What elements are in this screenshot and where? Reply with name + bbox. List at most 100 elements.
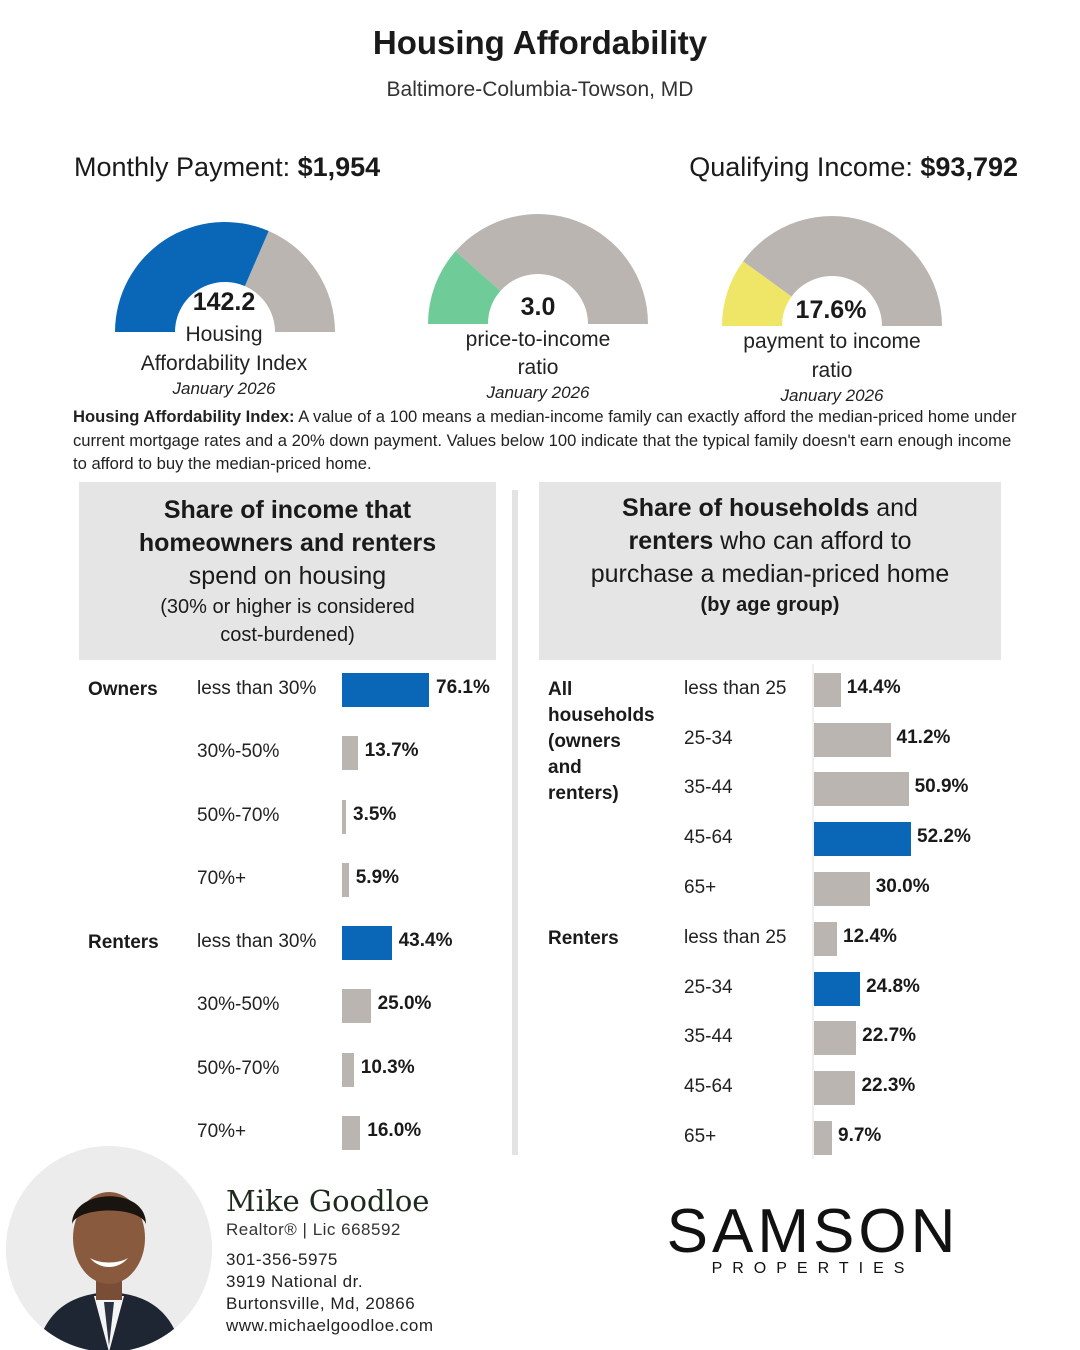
affordability-index-gauge <box>115 222 335 332</box>
group-label: renters) <box>548 783 619 804</box>
data-label: 24.8% <box>866 975 920 997</box>
price-to-income-label-2: ratio <box>517 356 559 379</box>
category-label: less than 30% <box>197 678 317 699</box>
category-label: 25-34 <box>684 976 733 998</box>
gauge-fill <box>428 251 501 324</box>
agent-name: Mike Goodloe <box>226 1184 430 1218</box>
data-label: 16.0% <box>367 1119 422 1141</box>
agent-address-line-1: 3919 National dr. <box>226 1272 364 1291</box>
bar <box>342 673 429 707</box>
bar <box>814 971 861 1006</box>
group-label: Owners <box>88 679 158 700</box>
affordability-index-label-2: Affordability Index <box>140 352 308 375</box>
brand-logo-subtitle: PROPERTIES <box>711 1260 915 1277</box>
gauge-fill <box>115 222 269 332</box>
category-label: 50%-70% <box>197 1057 280 1079</box>
income-share-panel-header: Share of income that homeowners and rent… <box>79 482 496 660</box>
bar <box>814 772 909 807</box>
data-label: 76.1% <box>436 677 490 698</box>
data-label: 3.5% <box>353 803 397 825</box>
gauge-fill <box>722 261 792 326</box>
bar <box>814 722 891 757</box>
bar <box>814 1021 857 1056</box>
group-label: Renters <box>548 928 619 949</box>
bar <box>814 871 870 906</box>
category-label: less than 25 <box>684 678 787 699</box>
agent-title: Realtor® | Lic 668592 <box>226 1220 401 1239</box>
data-label: 30.0% <box>875 875 930 897</box>
payment-to-income-label-1: payment to income <box>743 330 921 353</box>
affordability-index-note: Housing Affordability Index: A value of … <box>73 405 1023 476</box>
note-text: A value of a 100 means a median-income f… <box>73 407 1017 473</box>
data-label: 13.7% <box>364 740 419 762</box>
bar <box>814 1120 833 1155</box>
gauge-track <box>244 231 335 332</box>
left-head-line-5: cost-burdened) <box>220 624 355 646</box>
data-label: 22.7% <box>862 1025 917 1047</box>
right-head-line-1: Share of households and <box>539 492 1001 525</box>
category-label: 70%+ <box>197 867 247 889</box>
bar <box>342 989 371 1024</box>
afford-share-panel-header: Share of households and renters who can … <box>539 482 1001 660</box>
payment-to-income-gauge <box>722 216 942 326</box>
monthly-payment: Monthly Payment: $1,954 <box>74 152 380 183</box>
category-label: 65+ <box>684 1125 717 1147</box>
agent-website[interactable]: www.michaelgoodloe.com <box>226 1316 434 1335</box>
qualifying-income-value: $93,792 <box>920 152 1018 182</box>
category-label: 50%-70% <box>197 804 280 826</box>
data-label: 22.3% <box>861 1075 916 1097</box>
data-label: 52.2% <box>917 826 971 848</box>
group-label: All <box>548 679 573 700</box>
monthly-payment-label: Monthly Payment: <box>74 152 291 182</box>
data-label: 43.4% <box>398 930 453 951</box>
right-head-line-3: purchase a median-priced home <box>590 560 950 588</box>
category-label: less than 25 <box>684 927 787 948</box>
category-label: 65+ <box>684 876 717 898</box>
right-head-line-4: (by age group) <box>700 594 840 616</box>
category-label: less than 30% <box>197 931 317 952</box>
brand-logo: SAMSON <box>666 1197 960 1266</box>
bar <box>342 736 358 771</box>
data-label: 9.7% <box>838 1124 882 1146</box>
monthly-payment-value: $1,954 <box>297 152 381 182</box>
right-chart-axis <box>812 664 814 1159</box>
right-head-norm-1: and <box>869 494 918 522</box>
right-head-bold-2: renters <box>628 527 714 555</box>
data-label: 10.3% <box>360 1056 415 1078</box>
category-label: 30%-50% <box>197 994 280 1016</box>
gauge-track <box>743 216 942 326</box>
payment-to-income-date: January 2026 <box>780 386 884 405</box>
right-head-bold-1: Share of households <box>622 494 870 522</box>
qualifying-income: Qualifying Income: $93,792 <box>689 152 1018 183</box>
gauge-track <box>455 214 648 324</box>
category-label: 30%-50% <box>197 741 280 763</box>
bar <box>342 799 346 834</box>
price-to-income-gauge <box>428 214 648 324</box>
agent-avatar <box>6 1146 212 1350</box>
right-head-line-2: renters who can afford to <box>539 525 1001 558</box>
payment-to-income-value: 17.6% <box>795 296 867 324</box>
left-head-line-4: (30% or higher is considered <box>160 596 415 618</box>
group-label: and <box>548 757 582 778</box>
payment-to-income-label-2: ratio <box>811 359 853 382</box>
note-term: Housing Affordability Index: <box>73 407 295 426</box>
price-to-income-label-1: price-to-income <box>465 328 611 351</box>
affordability-index-value: 142.2 <box>192 288 256 316</box>
data-label: 12.4% <box>843 926 897 947</box>
agent-phone[interactable]: 301-356-5975 <box>226 1250 338 1269</box>
data-label: 50.9% <box>914 776 969 798</box>
category-label: 45-64 <box>684 1076 733 1098</box>
group-label: Renters <box>88 932 159 953</box>
bar <box>342 1115 361 1150</box>
right-head-norm-2: who can afford to <box>713 527 912 555</box>
bar <box>814 673 841 707</box>
left-head-line-1: Share of income that <box>163 496 412 524</box>
agent-address-line-2: Burtonsville, Md, 20866 <box>226 1294 416 1313</box>
category-label: 35-44 <box>684 1026 733 1048</box>
bar <box>814 922 838 956</box>
left-head-line-3: spend on housing <box>188 562 387 590</box>
price-to-income-value: 3.0 <box>520 293 556 321</box>
category-label: 45-64 <box>684 827 733 849</box>
data-label: 14.4% <box>846 677 901 698</box>
price-to-income-date: January 2026 <box>486 383 590 402</box>
